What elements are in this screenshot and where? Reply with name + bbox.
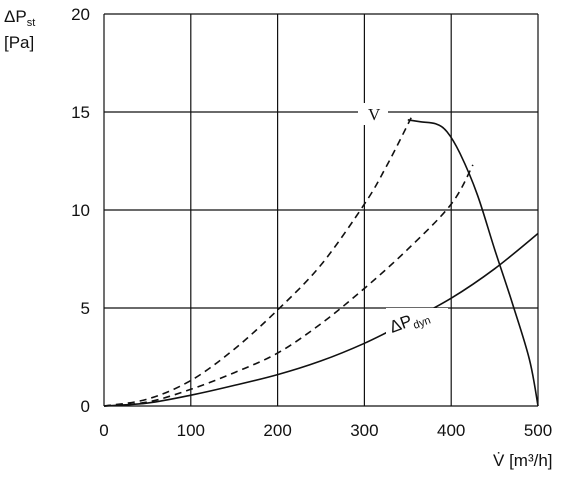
x-tick-label: 200	[263, 421, 291, 440]
y-axis-label-main: ΔP	[4, 7, 27, 26]
y-tick-label: 5	[81, 299, 90, 318]
x-tick-label: 0	[99, 421, 108, 440]
x-tick-label: 100	[177, 421, 205, 440]
series-line-1	[407, 119, 539, 407]
series-line-2	[103, 232, 539, 407]
y-tick-label: 15	[71, 103, 90, 122]
x-axis-label: V̇ [m³/h]	[493, 451, 553, 470]
x-tick-label: 300	[350, 421, 378, 440]
y-tick-label: 0	[81, 397, 90, 416]
y-axis-label: ΔPst	[4, 7, 35, 29]
dyn-label-bg	[386, 308, 448, 336]
grid-lines	[103, 13, 539, 407]
v-label-bg	[358, 103, 388, 125]
y-tick-label: 20	[71, 5, 90, 24]
x-tick-label: 500	[524, 421, 552, 440]
y-axis-unit: [Pa]	[4, 33, 34, 52]
x-tick-label: 400	[437, 421, 465, 440]
series-line-3	[103, 164, 474, 407]
tick-labels: 0 100 200 300 400 500 0 5 10 15 20	[71, 5, 552, 440]
x-axis-label-main: V̇	[493, 451, 505, 470]
y-tick-label: 10	[71, 201, 90, 220]
x-axis-label-unit: [m³/h]	[504, 451, 552, 470]
dyn-label-sub: dyn	[412, 314, 433, 331]
v-curve-label: V	[368, 105, 381, 124]
y-axis-label-sub: st	[27, 17, 36, 29]
curves	[103, 115, 539, 407]
